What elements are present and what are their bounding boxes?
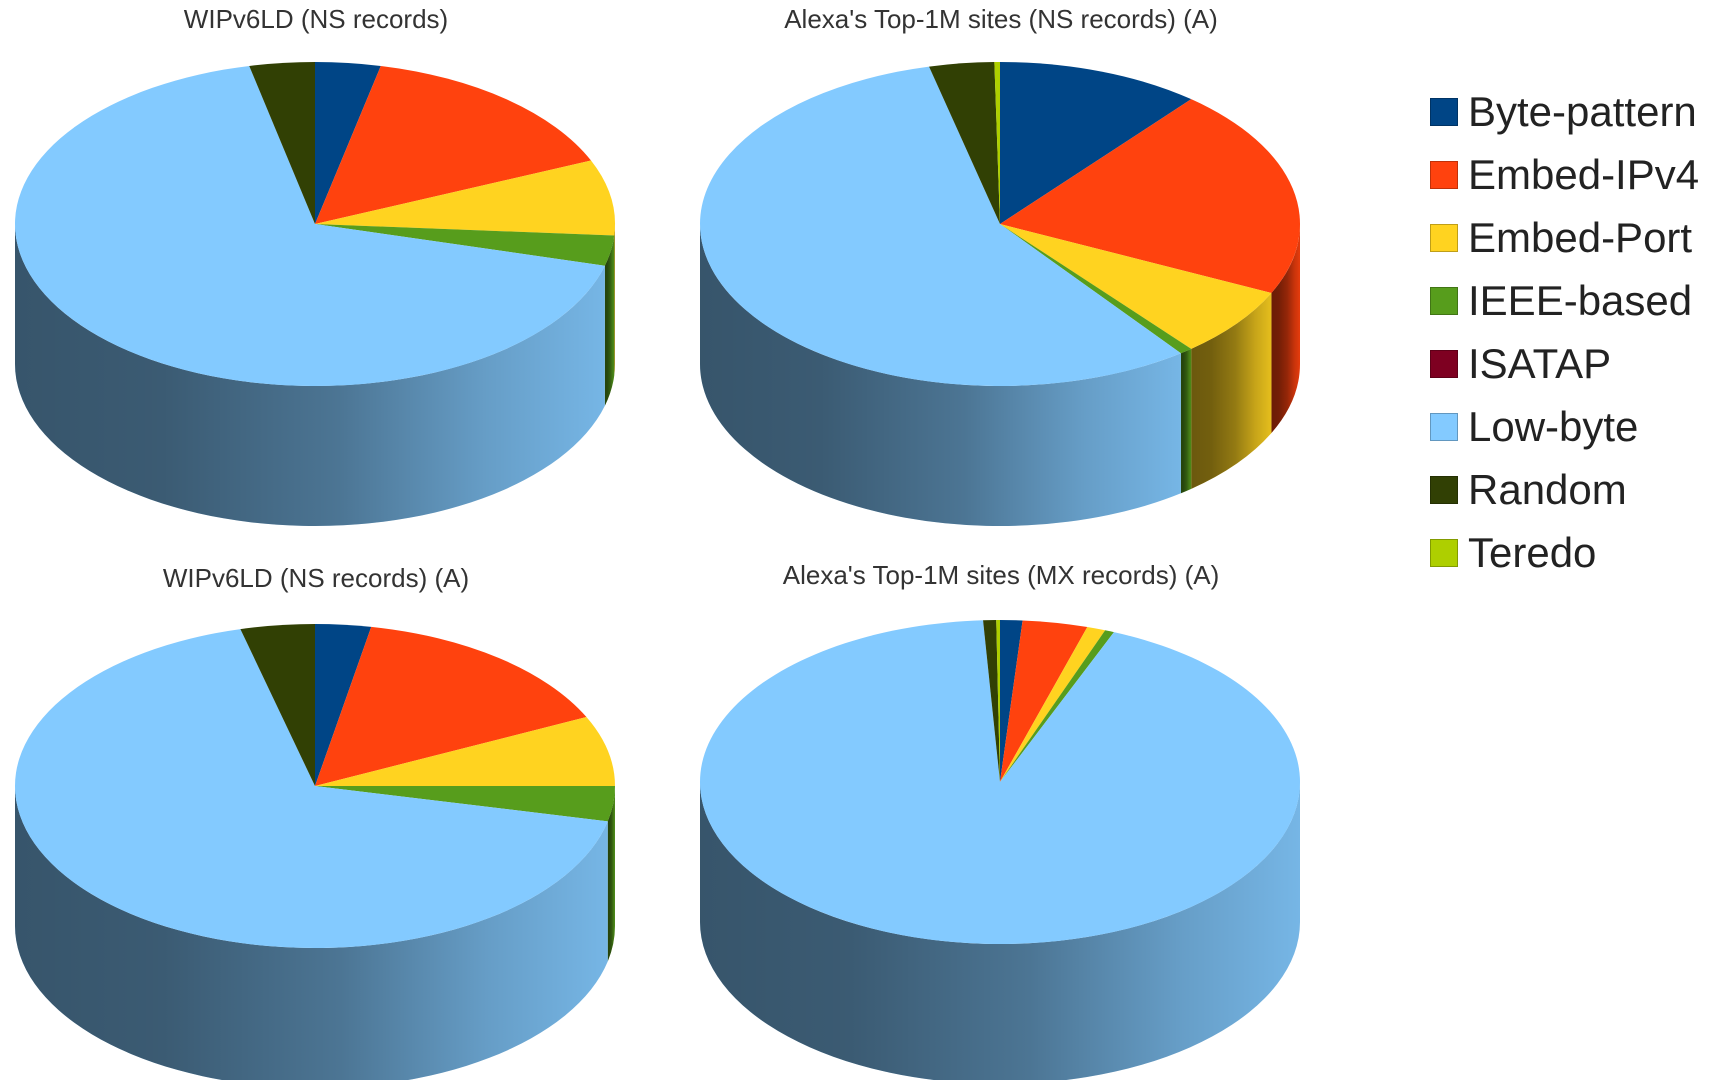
pie-side-shade [1271, 224, 1300, 433]
pie-side-shade [604, 235, 615, 406]
pie-side-shade [607, 786, 615, 962]
legend-item-low-byte: Low-byte [1430, 395, 1699, 458]
pie-slice-byte-pattern [1000, 620, 1023, 782]
legend-label: Byte-pattern [1468, 87, 1697, 135]
chart-title-alexa-ns: Alexa's Top-1M sites (NS records) (A) [784, 4, 1218, 34]
pie-slice-embed-port [1000, 224, 1272, 349]
pie-side-shade [1191, 292, 1272, 489]
pie-slice-low-byte [14, 65, 605, 386]
pie-slice-embed-port [315, 717, 615, 786]
legend-item-ieee-based: IEEE-based [1430, 269, 1699, 332]
chart-title-alexa-mx: Alexa's Top-1M sites (MX records) (A) [782, 560, 1220, 590]
pie-slice-byte-pattern [315, 62, 381, 224]
pie-slice-random [249, 62, 315, 224]
legend-label: Embed-Port [1468, 213, 1693, 261]
pie-slice-ieee-based [1000, 224, 1192, 354]
pie-slice-byte-pattern [315, 624, 372, 786]
pie-slice-low-byte [15, 629, 608, 948]
chart-title-wipv6ld-ns-a: WIPv6LD (NS records) (A) [162, 563, 470, 593]
legend-item-embed-ipv4: Embed-IPv4 [1430, 143, 1699, 206]
pie-slice-embed-ipv4 [1000, 620, 1088, 782]
pie-slice-ieee-based [315, 786, 615, 822]
legend-label: Teredo [1468, 528, 1597, 576]
legend-swatch [1430, 412, 1458, 441]
chart-legend: Byte-pattern Embed-IPv4 Embed-Port IEEE-… [1430, 80, 1699, 584]
pie-slice-low-byte [700, 620, 1301, 944]
pie-slice-embed-ipv4 [315, 626, 587, 786]
pie-side-shade [15, 786, 608, 1085]
legend-swatch [1430, 475, 1458, 504]
legend-label: IEEE-based [1468, 276, 1693, 324]
legend-label: Random [1468, 465, 1627, 513]
pie-slice-byte-pattern [1000, 62, 1192, 224]
legend-swatch [1430, 286, 1458, 315]
legend-swatch [1430, 223, 1458, 252]
pie-slice-teredo [996, 620, 1000, 782]
pie-slice-embed-ipv4 [1000, 99, 1301, 293]
chart-title-wipv6ld-ns: WIPv6LD (NS records) [183, 4, 449, 34]
legend-swatch [1430, 97, 1458, 126]
pie-side-shade [700, 224, 1181, 527]
legend-swatch [1430, 538, 1458, 567]
pie-chart-2 [15, 624, 615, 1085]
legend-item-byte-pattern: Byte-pattern [1430, 80, 1699, 143]
pie-chart-3 [700, 620, 1301, 1084]
legend-swatch [1430, 349, 1458, 378]
pie-slice-embed-port [315, 160, 615, 236]
pie-slice-ieee-based [315, 224, 615, 266]
pie-chart-0 [14, 62, 615, 526]
pie-slice-random [929, 62, 1000, 224]
pie-side-shade [15, 224, 605, 526]
pie-slice-ieee-based [1000, 630, 1114, 782]
pie-slice-embed-ipv4 [315, 65, 592, 224]
pie-slice-teredo [994, 62, 1000, 224]
legend-item-teredo: Teredo [1430, 521, 1699, 584]
legend-label: Embed-IPv4 [1468, 150, 1700, 198]
legend-swatch [1430, 160, 1458, 189]
pie-chart-1 [700, 62, 1301, 527]
pie-side-shade [700, 782, 1300, 1084]
legend-item-embed-port: Embed-Port [1430, 206, 1699, 269]
legend-item-isatap: ISATAP [1430, 332, 1699, 395]
pie-side-shade [614, 224, 615, 376]
legend-label: Low-byte [1468, 402, 1639, 450]
legend-label: ISATAP [1468, 339, 1612, 387]
pie-side-shade [1180, 348, 1192, 494]
pie-slice-low-byte [700, 66, 1181, 387]
pie-slice-random [240, 624, 315, 786]
legend-item-random: Random [1430, 458, 1699, 521]
pie-slice-random [983, 620, 1000, 782]
pie-slice-embed-port [1000, 627, 1106, 782]
